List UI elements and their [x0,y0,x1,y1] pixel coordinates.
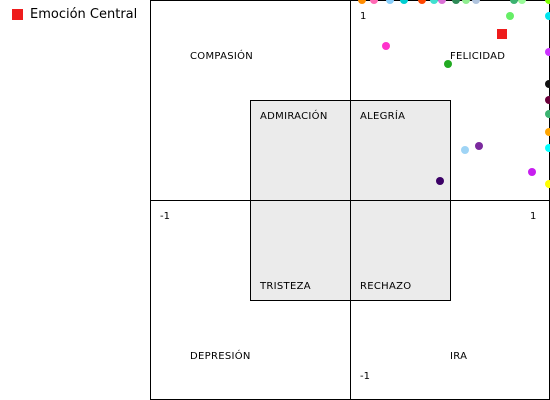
x-axis [150,200,550,201]
scatter-point-1[interactable] [370,0,378,4]
legend-swatch-icon [12,9,23,20]
emotion-plot[interactable]: COMPASIÓN FELICIDAD ADMIRACIÓN ALEGRÍA T… [150,0,550,400]
scatter-point-27[interactable] [436,177,444,185]
scatter-point-20[interactable] [545,110,550,118]
scatter-point-2[interactable] [386,0,394,4]
scatter-point-11[interactable] [518,0,526,4]
scatter-point-16[interactable] [545,12,550,20]
scatter-point-8[interactable] [462,0,470,4]
scatter-point-5[interactable] [430,0,438,4]
scatter-point-17[interactable] [545,48,550,56]
scatter-point-24[interactable] [528,168,536,176]
scatter-point-4[interactable] [418,0,426,4]
scatter-point-19[interactable] [545,96,550,104]
legend-label: Emoción Central [30,7,138,22]
label-tristeza: TRISTEZA [260,281,311,292]
scatter-point-14[interactable] [382,42,390,50]
label-alegria: ALEGRÍA [360,111,406,122]
scatter-point-6[interactable] [438,0,446,4]
scatter-point-26[interactable] [461,146,469,154]
scatter-point-9[interactable] [472,0,480,4]
scatter-points [358,0,550,188]
central-emotion-marker[interactable] [497,29,507,39]
x-tick-max: 1 [530,211,537,222]
label-depresion: DEPRESIÓN [190,351,251,362]
scatter-point-10[interactable] [510,0,518,4]
quadrant-alegria [350,100,451,201]
y-tick-min: -1 [360,371,370,382]
scatter-point-23[interactable] [545,180,550,188]
label-compasion: COMPASIÓN [190,51,254,62]
label-ira: IRA [450,351,468,362]
legend: Emoción Central [12,7,137,22]
y-tick-max: 1 [360,11,367,22]
scatter-point-22[interactable] [545,144,550,152]
scatter-point-15[interactable] [444,60,452,68]
scatter-point-12[interactable] [545,0,550,4]
scatter-point-0[interactable] [358,0,366,4]
label-rechazo: RECHAZO [360,281,412,292]
scatter-point-13[interactable] [506,12,514,20]
scatter-point-21[interactable] [545,128,550,136]
scatter-point-25[interactable] [475,142,483,150]
scatter-point-7[interactable] [452,0,460,4]
label-admiracion: ADMIRACIÓN [260,111,328,122]
x-tick-min: -1 [160,211,170,222]
label-felicidad: FELICIDAD [450,51,506,62]
scatter-point-18[interactable] [545,80,550,88]
scatter-point-3[interactable] [400,0,408,4]
